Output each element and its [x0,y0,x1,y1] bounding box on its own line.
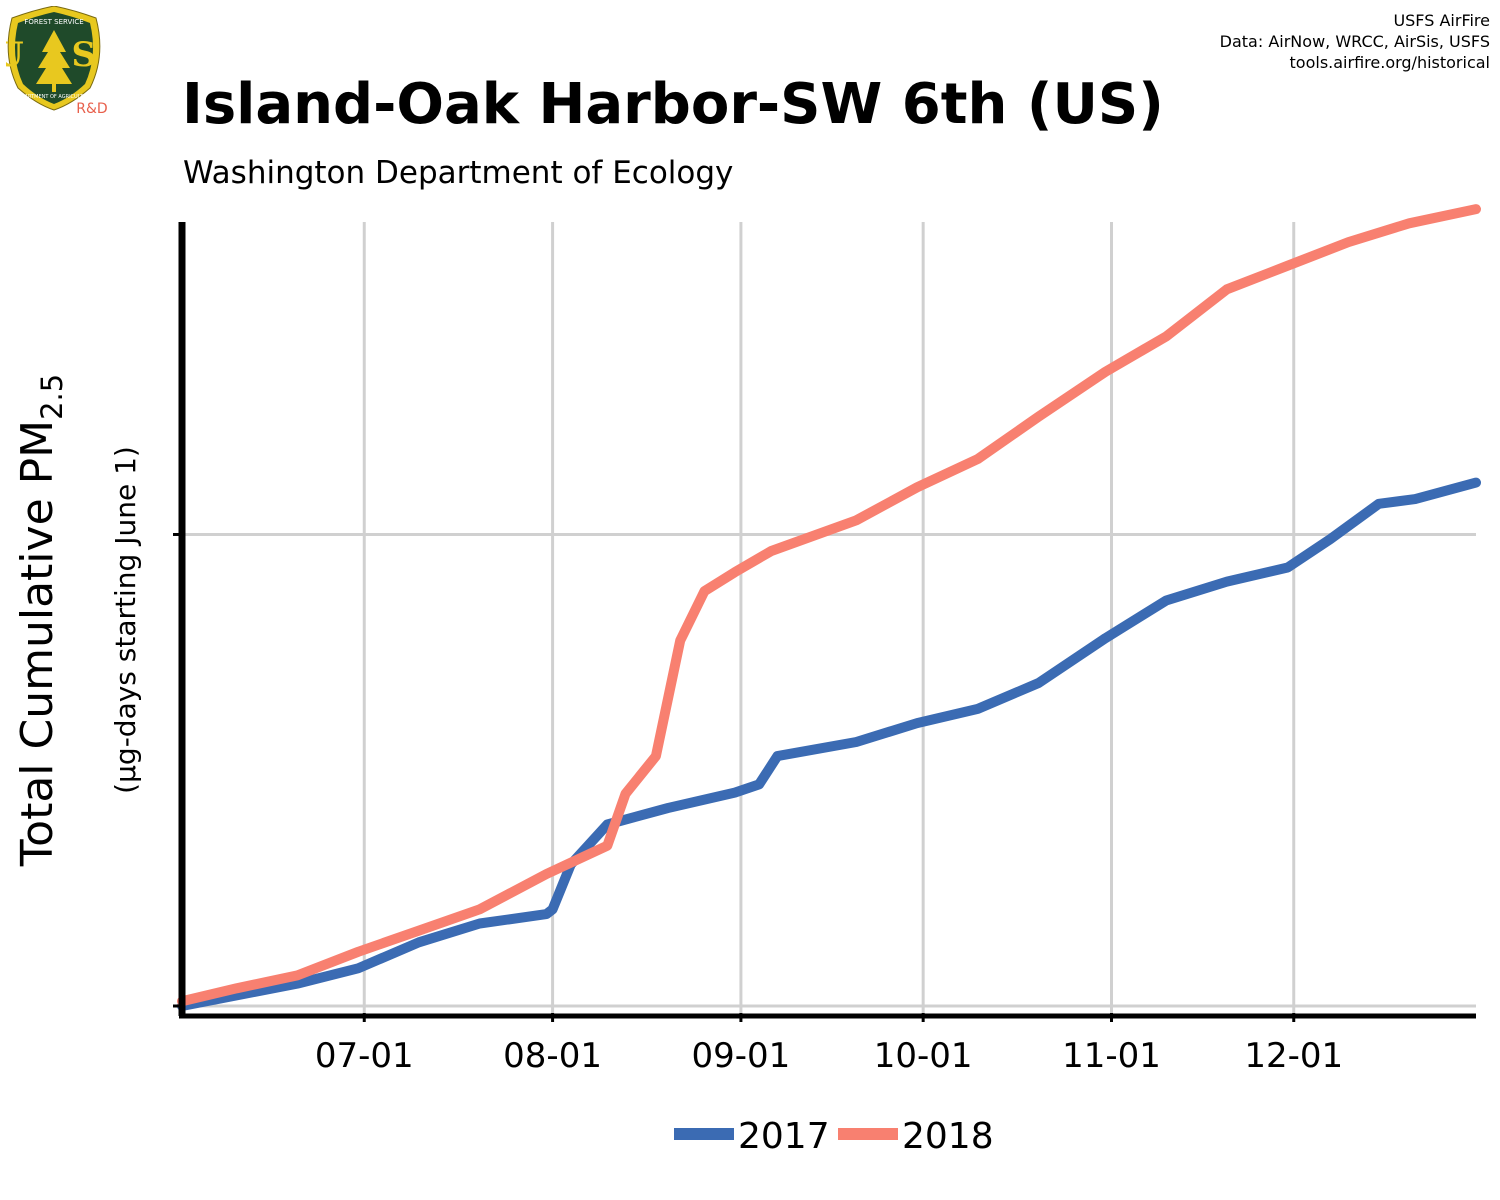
source-credits: USFS AirFire Data: AirNow, WRCC, AirSis,… [1220,10,1490,73]
x-tick-label: 07-01 [315,1036,414,1076]
series-line-2018 [177,204,1481,1007]
credit-line: tools.airfire.org/historical [1289,53,1490,72]
credit-line: Data: AirNow, WRCC, AirSis, USFS [1219,32,1490,51]
grid-lines [182,222,1476,1013]
chart-subtitle: Washington Department of Ecology [183,155,734,191]
legend-label-2017: 2017 [738,1116,830,1157]
x-tick-label: 12-01 [1244,1036,1343,1076]
y-axis-title: Total Cumulative PM2.5 [12,374,69,867]
x-tick-label: 10-01 [874,1036,973,1076]
usfs-logo: U S FOREST SERVICE DEPARTMENT OF AGRICUL… [0,5,114,118]
x-tick-label: 08-01 [503,1036,602,1076]
credit-line: USFS AirFire [1393,11,1490,30]
chart-title: Island-Oak Harbor-SW 6th (US) [182,72,1164,137]
logo-tag: R&D [76,101,107,117]
logo-letters: U S [6,35,114,75]
tree-icon [36,30,72,92]
axis-labels: Total Cumulative PM2.5 (µg-days starting… [12,374,142,867]
logo-bottom-text: DEPARTMENT OF AGRICULTURE [15,94,93,100]
series-lines [177,204,1481,1011]
legend: 2017 2018 [674,1116,994,1157]
y-axis-subscript: 2.5 [35,374,69,420]
axes: 07-01 08-01 09-01 10-01 11-01 12-01 [173,222,1476,1076]
series-line-2017 [177,477,1481,1011]
x-tick-label: 09-01 [692,1036,791,1076]
logo-top-text: FOREST SERVICE [24,18,83,26]
y-axis-units: (µg-days starting June 1) [109,446,142,794]
legend-label-2018: 2018 [902,1116,994,1157]
x-tick-label: 11-01 [1062,1036,1161,1076]
